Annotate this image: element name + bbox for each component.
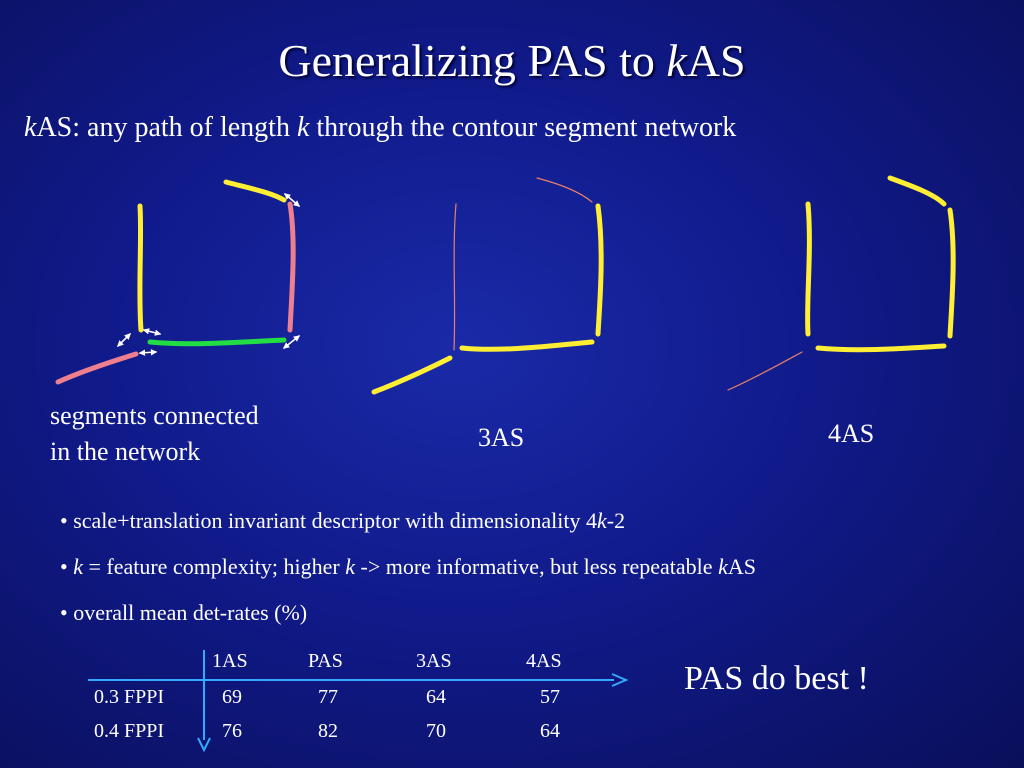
pas-best-callout: PAS do best ! — [684, 660, 869, 697]
arrow-left-upper — [117, 333, 131, 347]
table-cell: 64 — [426, 686, 446, 708]
network-right-vertical-segment — [287, 201, 296, 333]
four-as-thin-diagonal — [727, 351, 803, 391]
network-diagonal-segment — [55, 351, 139, 385]
arrow-top-right — [284, 193, 300, 207]
table-cell: 70 — [426, 720, 446, 742]
three-as-right — [595, 203, 604, 337]
table-horizontal-arrowhead — [611, 673, 629, 687]
connection-arrows — [117, 193, 300, 356]
arrow-left-lower — [138, 349, 158, 356]
four-as-diagram — [727, 175, 956, 391]
three-as-bottom — [459, 339, 595, 352]
caption-network-line1: segments connected — [50, 401, 259, 430]
three-as-diagram — [371, 177, 604, 395]
arrow-bottom-right — [283, 335, 300, 349]
table-row-label: 0.3 FPPI — [94, 686, 165, 708]
caption-network-line2: in the network — [50, 437, 201, 466]
bullet-italic-k: k — [718, 554, 728, 579]
four-as-right — [947, 207, 956, 339]
title-italic-k: k — [666, 35, 687, 86]
subtitle-italic-k: k — [24, 112, 37, 143]
caption-4as: 4AS — [828, 419, 875, 448]
three-as-thin-top — [536, 177, 593, 203]
table-axes — [88, 650, 629, 753]
four-as-bottom — [815, 343, 947, 353]
table-cell: 82 — [318, 720, 338, 742]
table-vertical-arrowhead — [197, 737, 211, 753]
subtitle-italic-k2: k — [296, 112, 310, 143]
table-cell: 64 — [540, 720, 560, 742]
bullet-det-rates: • overall mean det-rates (%) — [60, 600, 756, 646]
table-row-label: 0.4 FPPI — [94, 720, 165, 742]
bullet-list: • scale+translation invariant descriptor… — [60, 508, 756, 646]
three-as-diagonal — [371, 355, 453, 395]
table-cell: 57 — [540, 686, 560, 708]
table-header-4as: 4AS — [526, 650, 562, 672]
bullet-text: -> more informative, but less repeatable — [355, 554, 719, 579]
four-as-left — [805, 201, 812, 337]
arrow-left-right — [142, 328, 162, 336]
network-top-segment — [223, 179, 287, 203]
bullet-italic-k: k — [345, 554, 355, 579]
four-as-top — [887, 175, 947, 207]
bullet-text: AS — [727, 554, 756, 579]
title-suffix: AS — [686, 35, 746, 86]
slide-title: Generalizing PAS to kAS — [0, 34, 1024, 87]
caption-network: segments connected in the network — [50, 398, 259, 470]
slide-subtitle: kAS: any path of length k through the co… — [24, 112, 736, 144]
bullet-text: = feature complexity; higher — [82, 554, 346, 579]
bullet-text: -2 — [606, 508, 626, 533]
bullet-italic-k: k — [596, 508, 607, 533]
table-cell: 76 — [222, 720, 242, 742]
bullet-italic-k: k — [73, 554, 83, 579]
three-as-thin-left — [453, 203, 457, 351]
table-header-1as: 1AS — [212, 650, 248, 672]
network-left-vertical-segment — [137, 203, 144, 333]
title-prefix: Generalizing PAS to — [278, 35, 667, 86]
bullet-text: • — [60, 554, 74, 579]
bullet-text: • overall mean det-rates (%) — [60, 600, 308, 625]
subtitle-part1: AS: any path of length — [36, 112, 297, 143]
network-bottom-segment — [147, 337, 287, 347]
network-diagram — [55, 179, 300, 385]
caption-3as: 3AS — [478, 423, 525, 452]
bullet-text: • scale+translation invariant descriptor… — [60, 508, 597, 533]
bullet-complexity: • k = feature complexity; higher k -> mo… — [60, 554, 756, 600]
table-cell: 77 — [318, 686, 338, 708]
table-header-3as: 3AS — [416, 650, 452, 672]
subtitle-part2: through the contour segment network — [309, 112, 737, 143]
table-header-pas: PAS — [308, 650, 343, 672]
bullet-descriptor: • scale+translation invariant descriptor… — [60, 508, 756, 554]
table-cell: 69 — [222, 686, 242, 708]
